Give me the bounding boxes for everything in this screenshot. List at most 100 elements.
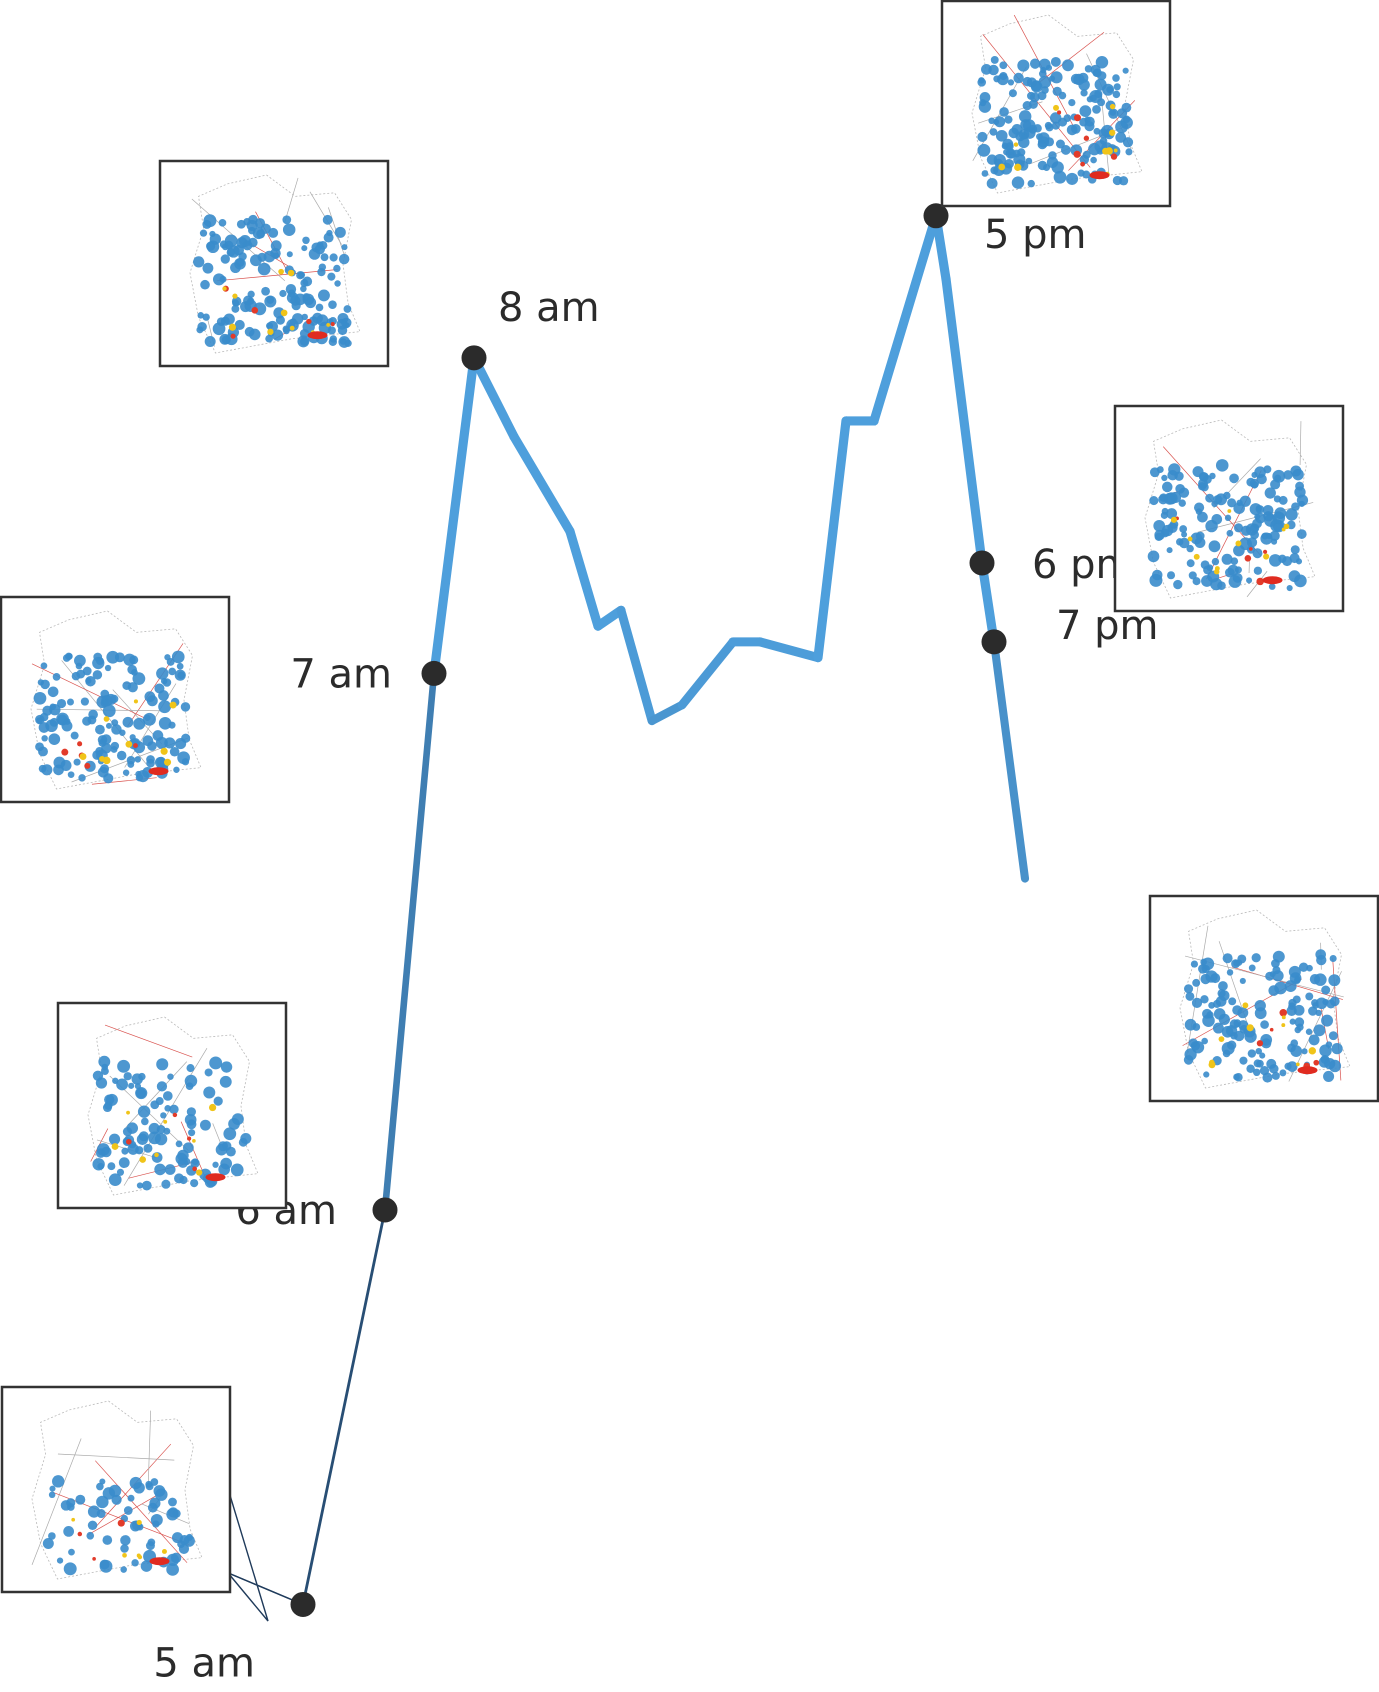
activity-blob <box>186 1119 197 1130</box>
activity-blob <box>282 327 290 335</box>
activity-blob <box>1296 529 1307 539</box>
hotspot <box>139 1156 147 1163</box>
activity-blob <box>1260 1020 1269 1029</box>
activity-blob <box>74 654 86 667</box>
activity-blob <box>131 1073 143 1085</box>
activity-blob <box>122 716 134 728</box>
activity-blob <box>272 252 280 260</box>
activity-blob <box>164 1105 172 1112</box>
hotspot <box>1110 153 1118 160</box>
activity-blob <box>260 223 271 234</box>
hotspot <box>1218 1036 1225 1043</box>
activity-blob <box>1002 138 1014 150</box>
activity-blob <box>147 741 157 751</box>
activity-blob <box>1167 571 1176 580</box>
activity-blob <box>1185 991 1195 1001</box>
activity-blob <box>1192 577 1201 586</box>
activity-blob <box>1272 966 1281 975</box>
activity-blob <box>1233 1073 1240 1081</box>
hotspot <box>1109 103 1116 110</box>
hotspot <box>1281 1023 1286 1028</box>
hotspot <box>103 716 110 722</box>
activity-blob <box>122 769 130 776</box>
activity-blob <box>1329 954 1337 963</box>
activity-blob <box>146 758 155 768</box>
activity-blob <box>116 1168 125 1176</box>
activity-blob <box>196 326 204 334</box>
activity-blob <box>120 1544 129 1553</box>
activity-blob <box>1213 1008 1226 1020</box>
activity-blob <box>320 253 329 262</box>
hotspot <box>77 741 83 747</box>
point-label: 8 am <box>498 285 600 331</box>
activity-blob <box>123 1072 132 1081</box>
activity-blob <box>977 78 987 87</box>
map-thumbnails <box>0 0 1379 1594</box>
activity-blob <box>127 760 135 768</box>
activity-blob <box>1213 495 1223 505</box>
activity-blob <box>1253 566 1263 575</box>
road-line <box>284 177 299 223</box>
activity-blob <box>1270 479 1281 490</box>
activity-blob <box>154 683 165 694</box>
activity-blob <box>60 1500 72 1511</box>
point-marker <box>290 1591 316 1617</box>
activity-blob <box>1044 121 1053 130</box>
activity-blob <box>261 286 270 296</box>
activity-blob <box>1192 978 1201 987</box>
hotspot <box>267 328 274 335</box>
hotspot <box>1013 142 1019 147</box>
activity-blob <box>326 229 333 237</box>
activity-blob <box>1004 115 1013 124</box>
hotspot <box>1080 161 1086 167</box>
activity-blob <box>1279 1069 1287 1077</box>
activity-blob <box>1301 1048 1308 1055</box>
activity-blob <box>995 129 1008 142</box>
activity-blob <box>116 750 127 761</box>
activity-blob <box>1286 1005 1297 1017</box>
hotspot <box>1170 516 1178 523</box>
activity-blob <box>1271 1071 1280 1080</box>
activity-blob <box>156 1081 168 1092</box>
activity-blob <box>273 307 285 319</box>
activity-blob <box>1209 472 1216 480</box>
activity-blob <box>1084 65 1093 73</box>
map-thumbnail-icon <box>1148 894 1379 1103</box>
activity-blob <box>188 1129 196 1137</box>
hotspot <box>1073 150 1081 158</box>
activity-blob <box>1233 523 1244 533</box>
activity-blob <box>121 1147 129 1155</box>
activity-blob <box>1298 962 1309 972</box>
road-line <box>57 1453 175 1461</box>
activity-blob <box>266 322 274 330</box>
activity-blob <box>343 322 350 329</box>
activity-blob <box>1186 544 1194 553</box>
activity-blob <box>143 1143 153 1153</box>
activity-blob <box>82 716 92 726</box>
activity-blob <box>1212 1022 1224 1034</box>
activity-blob <box>333 264 341 273</box>
activity-blob <box>102 1103 112 1113</box>
activity-blob <box>1070 73 1082 85</box>
activity-blob <box>1094 78 1107 91</box>
activity-blob <box>1294 574 1307 588</box>
point-marker <box>969 550 995 576</box>
activity-blob <box>1015 131 1026 142</box>
activity-blob <box>247 290 255 298</box>
activity-blob <box>1206 1011 1214 1019</box>
activity-blob <box>1260 1033 1273 1046</box>
hotspot <box>230 333 236 339</box>
activity-blob <box>1051 121 1060 130</box>
activity-blob <box>268 227 279 238</box>
activity-blob <box>92 1070 104 1081</box>
activity-blob <box>1043 163 1051 171</box>
activity-blob <box>296 271 305 280</box>
activity-blob <box>1262 1072 1273 1083</box>
activity-blob <box>215 1143 228 1156</box>
activity-blob <box>52 673 61 681</box>
activity-blob <box>1186 559 1195 568</box>
map-thumbnail-icon <box>1113 404 1345 613</box>
activity-blob <box>1068 98 1076 107</box>
road-line <box>1299 421 1302 466</box>
hotspot <box>1256 577 1264 586</box>
